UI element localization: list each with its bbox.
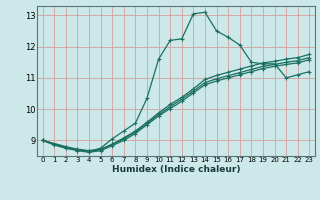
X-axis label: Humidex (Indice chaleur): Humidex (Indice chaleur): [112, 165, 240, 174]
